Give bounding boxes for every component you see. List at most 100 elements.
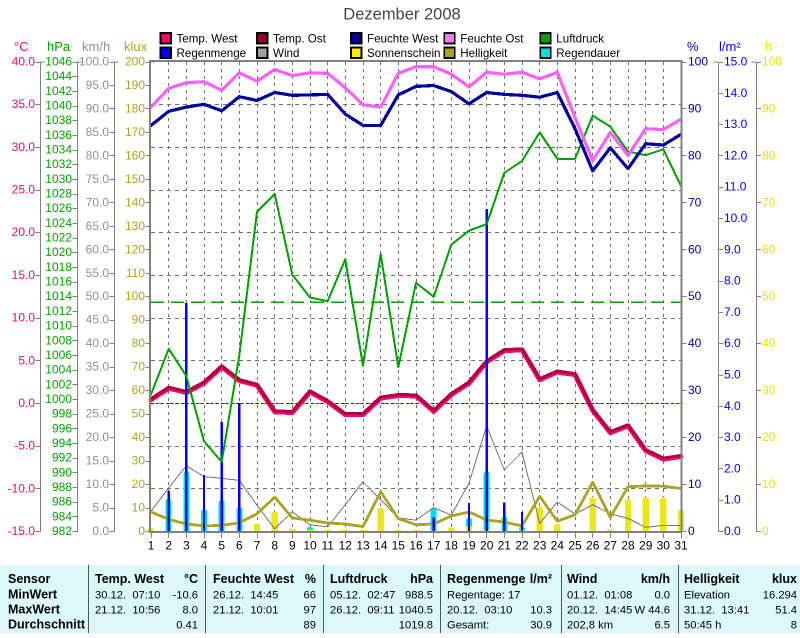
svg-text:28: 28: [621, 539, 635, 553]
svg-text:5: 5: [218, 539, 225, 553]
svg-text:110: 110: [126, 266, 145, 280]
svg-text:30: 30: [657, 539, 671, 553]
svg-text:25: 25: [568, 539, 582, 553]
svg-text:996: 996: [52, 421, 72, 435]
svg-text:988: 988: [52, 480, 72, 494]
svg-text:15.0: 15.0: [12, 268, 36, 282]
svg-text:70: 70: [132, 360, 146, 374]
svg-text:30.0: 30.0: [12, 140, 36, 154]
svg-text:Regentage: 17: Regentage: 17: [447, 590, 520, 602]
svg-text:Regenmenge: Regenmenge: [177, 47, 247, 60]
svg-text:10.0: 10.0: [12, 311, 36, 325]
svg-text:998: 998: [52, 407, 72, 421]
svg-text:22: 22: [515, 539, 529, 553]
svg-text:26.12. 09:11: 26.12. 09:11: [330, 605, 395, 617]
svg-text:Sensor: Sensor: [8, 572, 51, 586]
svg-text:2: 2: [165, 539, 172, 553]
svg-text:Dezember 2008: Dezember 2008: [343, 6, 460, 24]
svg-text:80: 80: [688, 148, 702, 162]
svg-text:km/h: km/h: [641, 572, 670, 586]
svg-text:Temp. West: Temp. West: [177, 33, 239, 46]
svg-text:50: 50: [132, 407, 146, 421]
svg-text:30: 30: [762, 383, 776, 397]
svg-text:30: 30: [688, 383, 702, 397]
svg-text:0: 0: [688, 524, 695, 538]
svg-text:4.0: 4.0: [724, 399, 741, 413]
svg-text:1: 1: [148, 539, 155, 553]
svg-text:Feuchte West: Feuchte West: [367, 33, 439, 46]
svg-text:70: 70: [688, 195, 702, 209]
svg-text:15.0: 15.0: [724, 55, 748, 69]
svg-text:40: 40: [762, 336, 776, 350]
svg-text:-5.0: -5.0: [14, 439, 35, 453]
svg-text:hPa: hPa: [47, 39, 71, 54]
svg-text:29: 29: [639, 539, 653, 553]
svg-text:1034: 1034: [45, 143, 72, 157]
svg-text:23: 23: [533, 539, 547, 553]
svg-text:3.0: 3.0: [724, 430, 741, 444]
svg-text:12: 12: [339, 539, 353, 553]
svg-text:Temp. Ost: Temp. Ost: [273, 33, 327, 46]
svg-text:10.3: 10.3: [530, 605, 552, 617]
svg-text:Luftdruck: Luftdruck: [556, 33, 604, 46]
svg-text:130: 130: [125, 219, 145, 233]
svg-text:1040.5: 1040.5: [399, 605, 433, 617]
svg-text:°C: °C: [14, 39, 29, 54]
svg-text:51.4: 51.4: [775, 605, 797, 617]
svg-text:0.0: 0.0: [92, 524, 109, 538]
svg-text:2.0: 2.0: [724, 461, 741, 475]
svg-text:200: 200: [125, 55, 145, 69]
svg-text:990: 990: [52, 465, 72, 479]
svg-text:°C: °C: [184, 572, 198, 586]
svg-text:MinWert: MinWert: [8, 588, 58, 602]
svg-text:-15.0: -15.0: [8, 524, 36, 538]
svg-text:Helligkeit: Helligkeit: [684, 572, 740, 586]
svg-text:1046: 1046: [45, 55, 72, 69]
svg-text:1008: 1008: [45, 333, 72, 347]
svg-text:1022: 1022: [45, 231, 72, 245]
svg-text:0.0: 0.0: [18, 396, 35, 410]
svg-text:26.12. 14:45: 26.12. 14:45: [213, 590, 278, 602]
svg-text:100: 100: [762, 55, 782, 69]
svg-text:40: 40: [132, 430, 146, 444]
svg-text:hPa: hPa: [410, 572, 434, 586]
svg-text:35.0: 35.0: [86, 360, 110, 374]
svg-text:10: 10: [688, 477, 702, 491]
svg-text:1010: 1010: [45, 319, 72, 333]
svg-text:190: 190: [125, 78, 145, 92]
svg-text:60.0: 60.0: [86, 242, 110, 256]
svg-text:6.5: 6.5: [654, 620, 670, 632]
svg-text:984: 984: [52, 509, 72, 523]
svg-text:1019.8: 1019.8: [399, 620, 433, 632]
svg-text:12.0: 12.0: [724, 148, 748, 162]
svg-text:9: 9: [289, 539, 296, 553]
svg-text:MaxWert: MaxWert: [8, 603, 61, 617]
svg-text:150: 150: [125, 172, 145, 186]
svg-text:140: 140: [125, 195, 145, 209]
svg-text:20.12. 03:10: 20.12. 03:10: [447, 605, 512, 617]
svg-text:0.0: 0.0: [724, 524, 741, 538]
svg-text:9.0: 9.0: [724, 242, 741, 256]
svg-text:1016: 1016: [45, 275, 72, 289]
svg-text:70.0: 70.0: [86, 195, 110, 209]
svg-text:21.12. 10:01: 21.12. 10:01: [213, 605, 278, 617]
svg-text:20: 20: [480, 539, 494, 553]
svg-text:8.0: 8.0: [182, 605, 198, 617]
svg-text:01.12. 01:08: 01.12. 01:08: [567, 590, 632, 602]
svg-text:31: 31: [674, 539, 688, 553]
svg-text:21.12. 10:56: 21.12. 10:56: [95, 605, 160, 617]
svg-text:35.0: 35.0: [12, 97, 36, 111]
svg-text:0.0: 0.0: [654, 590, 670, 602]
svg-text:1026: 1026: [45, 201, 72, 215]
svg-text:1032: 1032: [45, 157, 72, 171]
svg-text:1000: 1000: [45, 392, 72, 406]
svg-text:97: 97: [304, 605, 316, 617]
svg-text:5.0: 5.0: [92, 501, 109, 515]
svg-text:1004: 1004: [45, 363, 72, 377]
svg-text:1020: 1020: [45, 245, 72, 259]
svg-text:1030: 1030: [45, 172, 72, 186]
svg-text:65.0: 65.0: [86, 219, 110, 233]
svg-text:Elevation: Elevation: [684, 590, 730, 602]
svg-text:100: 100: [688, 55, 708, 69]
svg-text:80: 80: [132, 336, 146, 350]
